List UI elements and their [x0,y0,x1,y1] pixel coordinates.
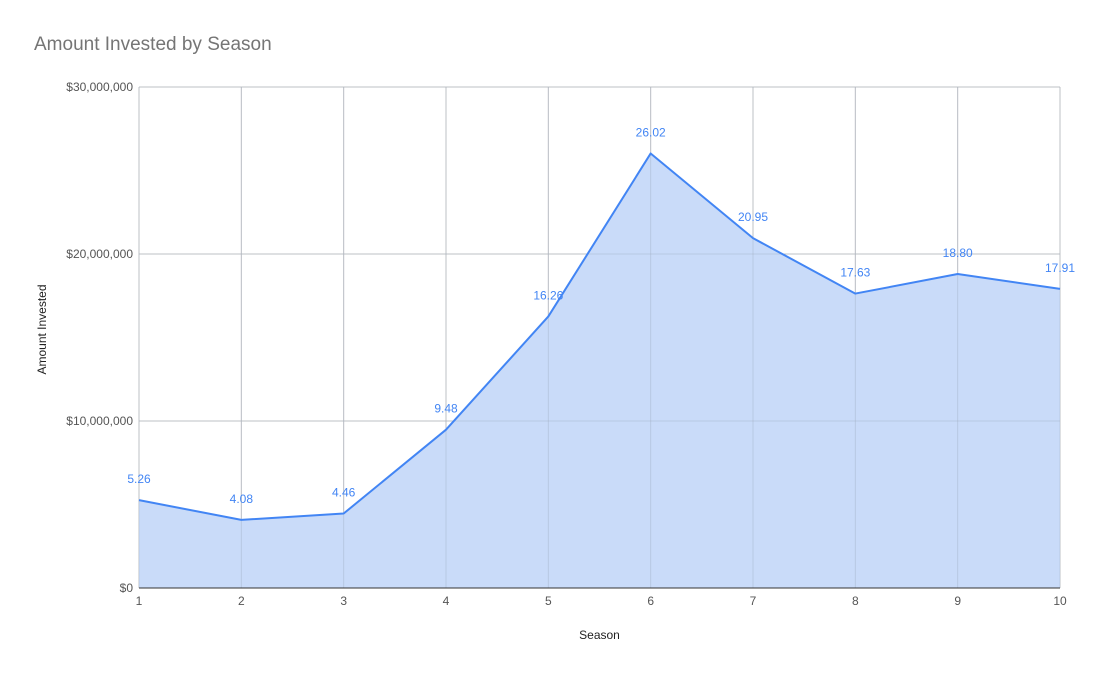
data-label: 18.80 [943,246,973,260]
x-tick-label: 3 [340,594,347,608]
y-tick-label: $30,000,000 [66,80,133,94]
x-tick-label: 8 [852,594,859,608]
data-label: 4.08 [230,492,254,506]
data-label: 20.95 [738,210,768,224]
y-tick-label: $10,000,000 [66,414,133,428]
x-tick-label: 1 [136,594,143,608]
data-label: 5.26 [127,472,151,486]
data-label: 4.46 [332,486,356,500]
x-tick-label: 7 [750,594,757,608]
series-area-fill [139,153,1060,588]
x-tick-label: 2 [238,594,245,608]
x-tick-label: 4 [443,594,450,608]
chart-title: Amount Invested by Season [34,34,272,55]
y-tick-label: $0 [120,581,134,595]
data-label: 26.02 [636,125,666,139]
y-axis-title: Amount Invested [35,284,49,374]
x-tick-label: 5 [545,594,552,608]
x-tick-label: 9 [954,594,961,608]
x-tick-label: 10 [1053,594,1067,608]
y-tick-label: $20,000,000 [66,247,133,261]
x-axis-title: Season [579,628,620,642]
x-tick-label: 6 [647,594,654,608]
data-label: 9.48 [434,402,458,416]
data-label: 17.91 [1045,261,1075,275]
data-label: 16.26 [533,288,563,302]
data-label: 17.63 [840,266,870,280]
series-line [138,152,1061,521]
